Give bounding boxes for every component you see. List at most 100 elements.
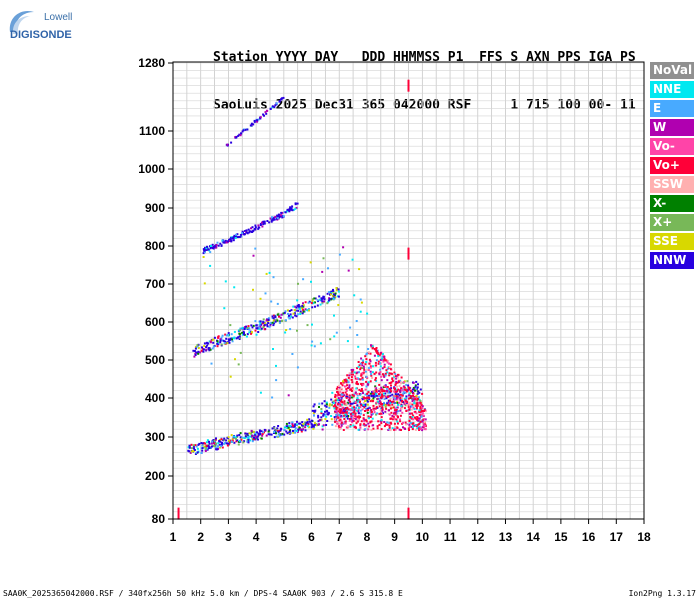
echo-point	[381, 393, 383, 396]
echo-point	[336, 406, 339, 409]
echo-point	[306, 425, 309, 428]
echo-point	[406, 380, 409, 383]
echo-point	[336, 394, 339, 397]
echo-point	[203, 282, 206, 285]
echo-point	[227, 443, 230, 445]
echo-point	[211, 445, 213, 448]
echo-point	[367, 391, 370, 394]
echo-point	[358, 364, 361, 367]
echo-point	[292, 424, 294, 427]
echo-point	[360, 374, 363, 377]
echo-point	[304, 301, 307, 304]
echo-point	[381, 388, 384, 391]
echo-point	[358, 406, 361, 409]
echo-point	[273, 106, 276, 109]
echo-point	[318, 423, 320, 426]
echo-point	[399, 379, 402, 382]
echo-point	[286, 432, 289, 435]
echo-point	[278, 216, 281, 219]
echo-point	[263, 222, 266, 225]
echo-point	[249, 124, 252, 127]
echo-point	[332, 295, 334, 298]
echo-point	[403, 386, 406, 389]
echo-point	[360, 420, 363, 423]
echo-point	[358, 388, 361, 391]
echo-point	[368, 425, 371, 428]
echo-point	[235, 136, 238, 139]
echo-point	[201, 346, 203, 349]
echo-point	[265, 319, 268, 322]
echo-point	[413, 388, 416, 391]
echo-point	[291, 209, 294, 212]
echo-point	[339, 400, 342, 403]
echo-point	[375, 413, 378, 416]
echo-point	[272, 276, 275, 279]
y-tick-label: 600	[145, 315, 165, 329]
echo-point	[319, 342, 322, 345]
echo-point	[394, 373, 397, 376]
echo-point	[408, 420, 411, 422]
echo-point	[265, 434, 268, 437]
echo-point	[197, 350, 200, 353]
echo-point	[297, 428, 300, 431]
echo-point	[252, 229, 255, 232]
echo-point	[234, 358, 236, 361]
echo-point	[370, 344, 372, 347]
echo-point	[361, 372, 364, 375]
echo-point	[348, 396, 351, 399]
echo-point	[395, 382, 398, 385]
echo-point	[264, 111, 267, 114]
echo-point	[370, 399, 373, 402]
echo-point	[404, 401, 407, 404]
legend-item-x-: X-	[650, 195, 694, 212]
echo-point	[254, 320, 257, 323]
echo-point	[389, 363, 392, 366]
echo-point	[318, 406, 320, 408]
echo-point	[332, 288, 334, 291]
echo-point	[379, 393, 382, 396]
echo-point	[343, 422, 346, 425]
echo-point	[312, 412, 315, 414]
echo-point	[397, 410, 400, 413]
echo-point	[414, 416, 416, 419]
echo-point	[231, 337, 233, 340]
echo-point	[399, 397, 402, 400]
echo-point	[339, 426, 342, 429]
echo-point	[275, 430, 278, 433]
echo-point	[201, 447, 204, 450]
echo-point	[342, 411, 344, 414]
echo-point	[334, 395, 337, 398]
echo-point	[367, 409, 370, 411]
echo-point	[275, 318, 278, 321]
echo-point	[386, 371, 389, 374]
echo-point	[206, 247, 209, 250]
echo-point	[350, 396, 353, 399]
echo-point	[235, 337, 238, 340]
echo-point	[193, 447, 195, 450]
echo-point	[379, 371, 382, 373]
echo-point	[246, 128, 249, 131]
echo-point	[405, 389, 408, 392]
echo-point	[333, 293, 335, 296]
echo-point	[348, 372, 351, 375]
echo-point	[294, 207, 297, 210]
echo-point	[389, 388, 392, 391]
echo-point	[275, 428, 278, 431]
marker-point	[407, 507, 410, 520]
echo-point	[340, 420, 343, 423]
echo-point	[375, 394, 378, 397]
echo-point	[249, 435, 252, 438]
echo-point	[416, 416, 419, 419]
echo-point	[363, 403, 366, 406]
echo-point	[364, 363, 367, 366]
echo-point	[376, 412, 379, 415]
echo-point	[357, 361, 360, 363]
echo-point	[200, 349, 203, 352]
echo-point	[263, 324, 266, 327]
echo-point	[417, 423, 420, 426]
echo-point	[270, 300, 273, 303]
echo-point	[397, 403, 399, 406]
echo-point	[286, 208, 289, 211]
echo-point	[298, 305, 301, 308]
echo-point	[338, 404, 341, 407]
